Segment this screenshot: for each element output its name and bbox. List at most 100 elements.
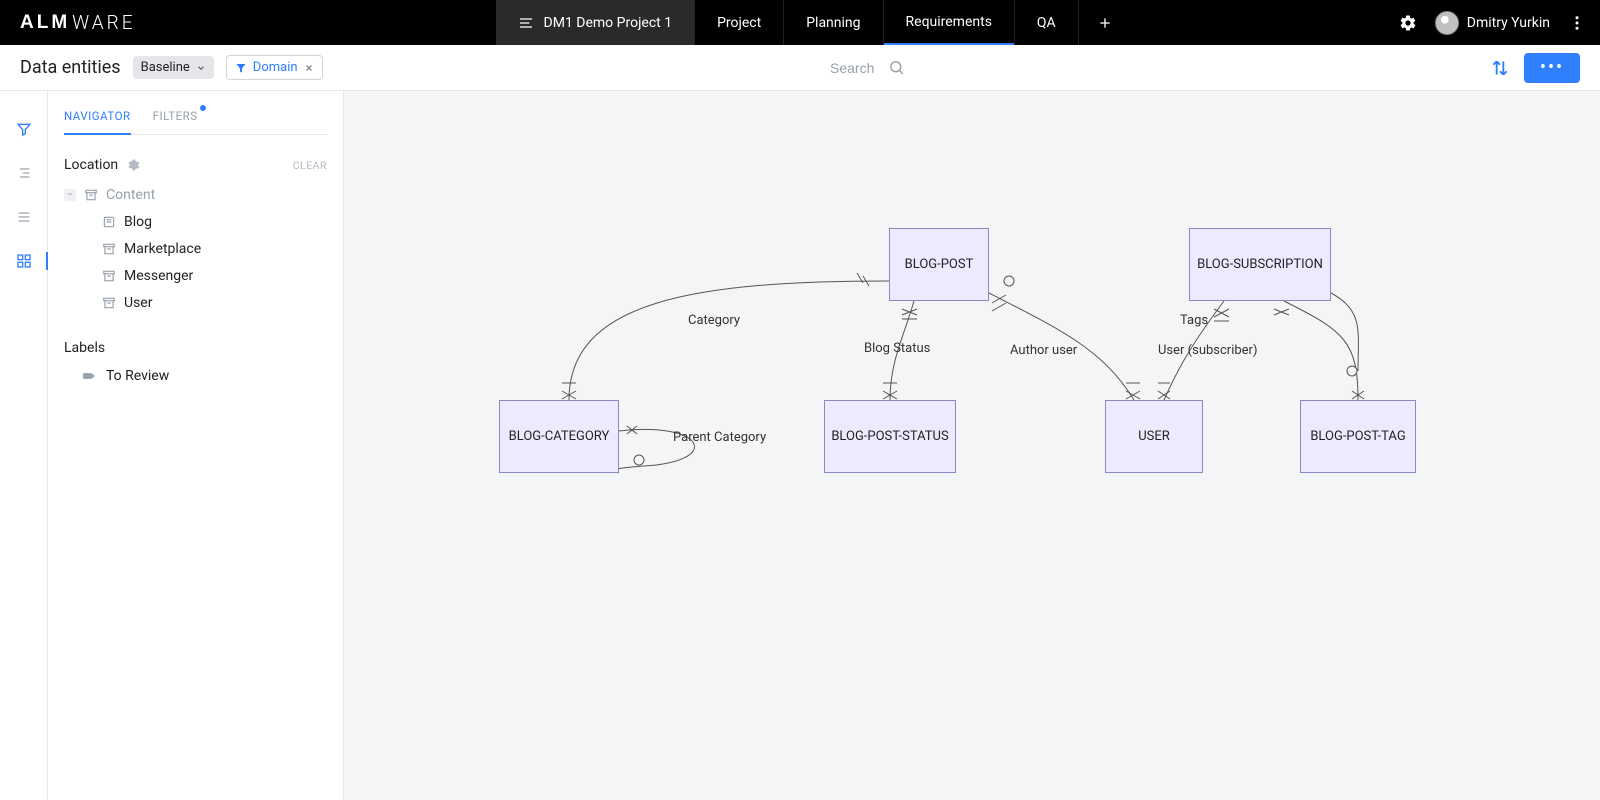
archive-icon	[102, 296, 116, 310]
project-selector-tab[interactable]: DM1 Demo Project 1	[496, 0, 695, 45]
add-tab-button[interactable]	[1079, 0, 1131, 45]
tree-root-content[interactable]: − Content	[64, 181, 327, 208]
rail-list-button[interactable]	[12, 161, 36, 185]
labels-section: Labels To Review	[64, 340, 327, 384]
chevron-down-icon	[196, 63, 206, 73]
clear-button[interactable]: CLEAR	[293, 159, 327, 172]
entity-blog-post-status[interactable]: BLOG-POST-STATUS	[824, 400, 956, 473]
sidepanel-tab-navigator-label: NAVIGATOR	[64, 109, 131, 123]
entity-blog-post-tag[interactable]: BLOG-POST-TAG	[1300, 400, 1416, 473]
tab-requirements[interactable]: Requirements	[884, 0, 1014, 45]
search-field[interactable]	[830, 59, 905, 76]
sidepanel-tab-filters[interactable]: FILTERS	[153, 109, 198, 134]
tree-item-blog[interactable]: Blog	[64, 208, 327, 235]
label-text: To Review	[106, 368, 169, 384]
entity-user[interactable]: USER	[1105, 400, 1203, 473]
sidepanel-tab-navigator[interactable]: NAVIGATOR	[64, 109, 131, 135]
diagram-canvas[interactable]: BLOG-POST BLOG-SUBSCRIPTION BLOG-CATEGOR…	[344, 91, 1600, 800]
close-icon[interactable]	[304, 63, 314, 73]
edge-label-parent-category: Parent Category	[673, 430, 766, 445]
tree-item-label: Messenger	[124, 268, 193, 284]
user-menu[interactable]: Dmitry Yurkin	[1435, 11, 1550, 35]
tab-requirements-label: Requirements	[906, 14, 992, 30]
archive-icon	[102, 242, 116, 256]
baseline-selector[interactable]: Baseline	[133, 56, 214, 79]
left-rail	[0, 91, 48, 800]
tree-item-label: Marketplace	[124, 241, 201, 257]
plus-icon	[1097, 15, 1113, 31]
entity-label: BLOG-POST-TAG	[1310, 429, 1405, 444]
grid-icon	[16, 253, 32, 269]
project-selector-label: DM1 Demo Project 1	[544, 15, 673, 31]
top-bar: ALMWARE DM1 Demo Project 1 Project Plann…	[0, 0, 1600, 45]
entity-label: BLOG-SUBSCRIPTION	[1197, 257, 1323, 272]
archive-icon	[84, 188, 98, 202]
rail-filter-button[interactable]	[12, 117, 36, 141]
rail-diagram-button[interactable]	[12, 249, 36, 273]
logo-part1: ALM	[20, 12, 70, 34]
list-indent-icon	[16, 165, 32, 181]
entity-label: BLOG-POST	[905, 257, 974, 272]
topbar-right: Dmitry Yurkin	[1399, 11, 1600, 35]
more-actions-button[interactable]: •••	[1524, 53, 1580, 83]
search-input[interactable]	[830, 60, 880, 76]
settings-button[interactable]	[1399, 14, 1417, 32]
edge-label-blog-status: Blog Status	[864, 341, 930, 356]
entity-icon	[102, 215, 116, 229]
logo-part2: WARE	[72, 11, 135, 34]
tree-item-user[interactable]: User	[64, 289, 327, 316]
edge-label-user-subscriber: User (subscriber)	[1158, 343, 1258, 358]
edge-label-author-user: Author user	[1010, 343, 1077, 358]
tree-item-label: User	[124, 295, 152, 311]
sidepanel-tabs: NAVIGATOR FILTERS	[64, 109, 327, 135]
location-tree: − Content Blog Marketplace Me	[64, 181, 327, 316]
tab-qa[interactable]: QA	[1015, 0, 1078, 45]
tree-root-label: Content	[106, 187, 155, 203]
labels-header: Labels	[64, 340, 327, 356]
filter-chip-label: Domain	[253, 60, 298, 75]
list-icon	[16, 209, 32, 225]
sort-button[interactable]	[1490, 58, 1510, 78]
entity-label: BLOG-CATEGORY	[509, 429, 610, 444]
filter-chip-domain[interactable]: Domain	[226, 55, 323, 80]
main-layout: NAVIGATOR FILTERS Location CLEAR − Conte…	[0, 91, 1600, 800]
toolbar-right: •••	[1490, 53, 1580, 83]
search-icon	[888, 59, 905, 76]
sub-toolbar: Data entities Baseline Domain •••	[0, 45, 1600, 91]
tree-item-messenger[interactable]: Messenger	[64, 262, 327, 289]
tab-planning[interactable]: Planning	[784, 0, 882, 45]
avatar	[1435, 11, 1459, 35]
edge-label-tags: Tags	[1180, 313, 1208, 328]
filters-dot-indicator	[200, 105, 206, 111]
filter-icon	[16, 121, 32, 137]
tab-project-label: Project	[717, 15, 761, 31]
tag-icon	[82, 371, 96, 381]
tab-qa-label: QA	[1037, 15, 1056, 31]
app-logo: ALMWARE	[0, 11, 156, 34]
user-name: Dmitry Yurkin	[1467, 15, 1550, 31]
entity-blog-subscription[interactable]: BLOG-SUBSCRIPTION	[1189, 228, 1331, 301]
location-section: Location CLEAR − Content Blog	[64, 157, 327, 316]
collapse-icon[interactable]: −	[64, 189, 76, 201]
archive-icon	[102, 269, 116, 283]
tree-item-label: Blog	[124, 214, 152, 230]
sidepanel-tab-filters-label: FILTERS	[153, 109, 198, 123]
baseline-label: Baseline	[141, 60, 190, 75]
tab-project[interactable]: Project	[695, 0, 783, 45]
edge-label-category: Category	[688, 313, 740, 328]
entity-label: BLOG-POST-STATUS	[831, 429, 948, 444]
menu-icon	[518, 15, 534, 31]
location-label: Location	[64, 157, 118, 173]
side-panel: NAVIGATOR FILTERS Location CLEAR − Conte…	[48, 91, 344, 800]
filter-icon	[235, 62, 247, 74]
rail-list2-button[interactable]	[12, 205, 36, 229]
more-menu-button[interactable]	[1568, 14, 1586, 32]
page-title: Data entities	[20, 57, 121, 78]
label-to-review[interactable]: To Review	[64, 368, 327, 384]
tab-planning-label: Planning	[806, 15, 860, 31]
tree-item-marketplace[interactable]: Marketplace	[64, 235, 327, 262]
entity-blog-category[interactable]: BLOG-CATEGORY	[499, 400, 619, 473]
entity-label: USER	[1138, 429, 1170, 444]
gear-icon[interactable]	[126, 158, 140, 172]
entity-blog-post[interactable]: BLOG-POST	[889, 228, 989, 301]
